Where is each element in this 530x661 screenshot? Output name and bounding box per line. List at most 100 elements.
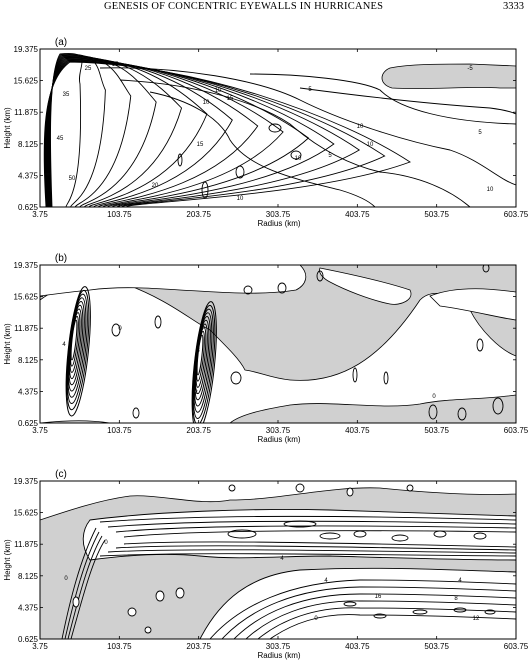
contour-loop bbox=[243, 285, 253, 295]
contour-loop bbox=[283, 520, 317, 528]
contour-label: 20 bbox=[152, 183, 159, 189]
x-tick-label: 103.75 bbox=[107, 642, 132, 651]
contour-label: 4 bbox=[62, 342, 66, 348]
x-tick-label: 303.75 bbox=[266, 426, 291, 435]
contour-loop bbox=[383, 371, 389, 385]
y-tick-label: 0.625 bbox=[18, 419, 39, 428]
contour-loop bbox=[72, 596, 80, 608]
y-tick-label: 4.375 bbox=[18, 387, 39, 396]
contour-line bbox=[99, 515, 516, 523]
panel-label: (c) bbox=[55, 469, 67, 480]
contour-loop bbox=[473, 532, 487, 540]
contour-label: 10 bbox=[487, 187, 494, 193]
x-tick-label: 303.75 bbox=[266, 210, 291, 219]
contour-line bbox=[249, 73, 516, 125]
contour-loop bbox=[127, 607, 137, 617]
y-tick-label: 8.125 bbox=[18, 140, 39, 149]
contour-line bbox=[99, 67, 516, 186]
contour-loop bbox=[228, 484, 236, 492]
positive-region bbox=[40, 265, 307, 297]
contour-loop bbox=[268, 123, 282, 133]
x-tick-label: 403.75 bbox=[345, 210, 370, 219]
contour-label: 2 bbox=[194, 390, 198, 396]
contour-loop bbox=[412, 609, 428, 615]
contour-label: 35 bbox=[63, 92, 70, 98]
contour-line bbox=[245, 600, 516, 639]
contour-line bbox=[99, 553, 516, 557]
contour-loop bbox=[428, 404, 438, 420]
contour-label: 10 bbox=[237, 196, 244, 202]
contour-label: 0 bbox=[104, 540, 108, 546]
contour-line bbox=[257, 607, 516, 639]
panel-c-contours: 0 0 4 4 8 0 12 4 16 bbox=[40, 481, 516, 639]
contour-loop bbox=[144, 626, 152, 634]
contour-loop bbox=[111, 323, 121, 337]
x-tick-label: 203.75 bbox=[186, 426, 211, 435]
y-tick-label: 11.875 bbox=[14, 324, 38, 333]
running-title: GENESIS OF CONCENTRIC EYEWALLS IN HURRIC… bbox=[104, 1, 384, 12]
contour-label: 4 bbox=[280, 556, 284, 562]
x-tick-label: 503.75 bbox=[424, 642, 449, 651]
contour-loop bbox=[65, 286, 91, 417]
y-axis-label: Height (km) bbox=[3, 107, 12, 149]
contour-label: 8 bbox=[454, 596, 458, 602]
contour-label: 15 bbox=[197, 142, 204, 148]
contour-line bbox=[107, 549, 516, 554]
x-axis-label: Radius (km) bbox=[257, 435, 300, 444]
contour-label: 5 bbox=[308, 87, 312, 93]
contour-loop bbox=[132, 407, 140, 419]
contour-loop bbox=[227, 529, 257, 539]
y-tick-label: 19.375 bbox=[14, 477, 39, 486]
y-tick-label: 0.625 bbox=[18, 635, 39, 644]
contour-loop bbox=[406, 484, 414, 492]
contour-line bbox=[221, 586, 516, 639]
contour-label: 4 bbox=[458, 578, 462, 584]
page-number: 3333 bbox=[503, 1, 524, 12]
x-tick-label: 3.75 bbox=[32, 642, 48, 651]
contour-line bbox=[123, 541, 516, 548]
contour-loop bbox=[201, 181, 209, 199]
x-tick-label: 603.75 bbox=[504, 426, 529, 435]
contour-label: 10 bbox=[215, 88, 222, 94]
x-axis-label: Radius (km) bbox=[257, 651, 300, 660]
x-tick-label: 103.75 bbox=[107, 210, 132, 219]
contour-line bbox=[233, 593, 516, 639]
y-tick-label: 11.875 bbox=[14, 108, 38, 117]
contour-line bbox=[49, 54, 132, 207]
x-tick-label: 203.75 bbox=[186, 210, 211, 219]
contour-loop bbox=[343, 601, 357, 607]
contour-line bbox=[64, 531, 100, 639]
positive-region bbox=[199, 567, 516, 639]
contour-loop bbox=[457, 407, 467, 421]
page-header: GENESIS OF CONCENTRIC EYEWALLS IN HURRIC… bbox=[0, 0, 530, 16]
contour-label: 8 bbox=[196, 348, 200, 354]
contour-line bbox=[107, 520, 516, 528]
contour-line bbox=[46, 58, 284, 207]
positive-region bbox=[319, 267, 412, 305]
contour-label: 10 bbox=[367, 142, 374, 148]
contour-loop bbox=[484, 609, 496, 615]
negative-region bbox=[381, 63, 516, 89]
y-tick-label: 4.375 bbox=[18, 171, 39, 180]
panel-b-axes: 3.75 103.75 203.75 303.75 403.75 503.75 603.75… bbox=[3, 253, 529, 444]
contour-loop bbox=[346, 487, 354, 497]
y-tick-label: 15.625 bbox=[14, 293, 39, 302]
contour-loop bbox=[453, 607, 467, 613]
x-tick-label: 3.75 bbox=[32, 210, 48, 219]
contour-line bbox=[43, 61, 411, 207]
contour-loop bbox=[155, 590, 165, 602]
contour-loop bbox=[295, 483, 305, 493]
contour-label: 0 bbox=[432, 394, 436, 400]
contour-line bbox=[61, 527, 97, 639]
y-axis-label: Height (km) bbox=[3, 539, 12, 581]
panel-label: (a) bbox=[55, 37, 67, 48]
contour-label: 10 bbox=[357, 124, 364, 130]
contour-line bbox=[45, 59, 335, 207]
x-tick-label: 503.75 bbox=[424, 210, 449, 219]
contour-loop bbox=[154, 315, 162, 329]
panel-label: (b) bbox=[55, 253, 67, 264]
x-tick-label: 403.75 bbox=[345, 642, 370, 651]
positive-region bbox=[40, 481, 516, 521]
contour-loop bbox=[373, 613, 387, 619]
contour-label: 15 bbox=[112, 62, 119, 68]
